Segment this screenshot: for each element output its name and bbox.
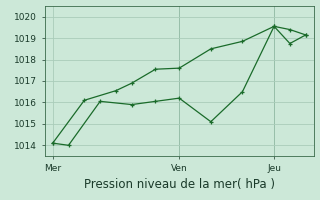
X-axis label: Pression niveau de la mer( hPa ): Pression niveau de la mer( hPa ): [84, 178, 275, 191]
